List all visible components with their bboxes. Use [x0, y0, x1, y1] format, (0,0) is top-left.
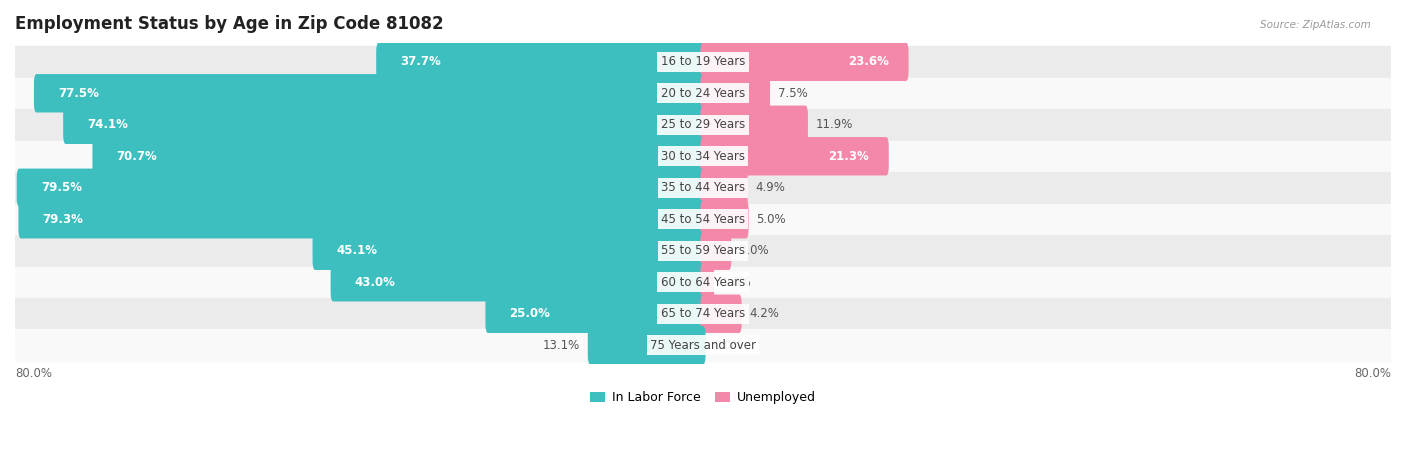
Text: 5.0%: 5.0% — [756, 213, 786, 226]
FancyBboxPatch shape — [700, 106, 808, 144]
Text: 11.9%: 11.9% — [815, 118, 853, 131]
Bar — [0, 235, 1406, 267]
Text: Employment Status by Age in Zip Code 81082: Employment Status by Age in Zip Code 810… — [15, 15, 444, 33]
FancyBboxPatch shape — [93, 137, 706, 175]
Text: 74.1%: 74.1% — [87, 118, 128, 131]
Text: 7.5%: 7.5% — [778, 87, 807, 100]
Text: 80.0%: 80.0% — [15, 367, 52, 380]
Text: 80.0%: 80.0% — [1354, 367, 1391, 380]
FancyBboxPatch shape — [18, 200, 706, 239]
Text: 70.7%: 70.7% — [117, 150, 157, 163]
Text: 79.3%: 79.3% — [42, 213, 83, 226]
FancyBboxPatch shape — [588, 326, 706, 364]
Text: 30 to 34 Years: 30 to 34 Years — [661, 150, 745, 163]
Text: 75 Years and over: 75 Years and over — [650, 339, 756, 352]
Text: 25.0%: 25.0% — [509, 307, 550, 320]
Text: 55 to 59 Years: 55 to 59 Years — [661, 244, 745, 257]
Text: 25 to 29 Years: 25 to 29 Years — [661, 118, 745, 131]
FancyBboxPatch shape — [17, 169, 706, 207]
Text: 20 to 24 Years: 20 to 24 Years — [661, 87, 745, 100]
Legend: In Labor Force, Unemployed: In Labor Force, Unemployed — [585, 387, 821, 410]
FancyBboxPatch shape — [312, 231, 706, 270]
Text: 43.0%: 43.0% — [354, 276, 395, 289]
FancyBboxPatch shape — [700, 169, 748, 207]
Text: 35 to 44 Years: 35 to 44 Years — [661, 181, 745, 194]
Text: 4.2%: 4.2% — [749, 307, 779, 320]
FancyBboxPatch shape — [63, 106, 706, 144]
Text: 79.5%: 79.5% — [41, 181, 82, 194]
Bar — [0, 46, 1406, 78]
FancyBboxPatch shape — [330, 263, 706, 301]
Text: 21.3%: 21.3% — [828, 150, 869, 163]
Bar — [0, 172, 1406, 203]
FancyBboxPatch shape — [700, 263, 714, 301]
FancyBboxPatch shape — [700, 200, 748, 239]
Bar — [0, 78, 1406, 109]
Bar — [0, 298, 1406, 330]
Bar — [0, 109, 1406, 141]
Text: 1.0%: 1.0% — [721, 276, 752, 289]
Text: 60 to 64 Years: 60 to 64 Years — [661, 276, 745, 289]
Text: 13.1%: 13.1% — [543, 339, 581, 352]
Text: 16 to 19 Years: 16 to 19 Years — [661, 55, 745, 68]
Text: 37.7%: 37.7% — [401, 55, 441, 68]
FancyBboxPatch shape — [700, 137, 889, 175]
Text: 0.0%: 0.0% — [713, 339, 742, 352]
FancyBboxPatch shape — [485, 295, 706, 333]
Bar — [0, 330, 1406, 361]
Bar — [0, 141, 1406, 172]
Text: 65 to 74 Years: 65 to 74 Years — [661, 307, 745, 320]
Text: 3.0%: 3.0% — [740, 244, 769, 257]
FancyBboxPatch shape — [700, 42, 908, 81]
FancyBboxPatch shape — [700, 231, 731, 270]
FancyBboxPatch shape — [377, 42, 706, 81]
Text: 4.9%: 4.9% — [755, 181, 786, 194]
Text: 23.6%: 23.6% — [848, 55, 889, 68]
Text: 45 to 54 Years: 45 to 54 Years — [661, 213, 745, 226]
Text: 77.5%: 77.5% — [58, 87, 98, 100]
FancyBboxPatch shape — [700, 295, 742, 333]
FancyBboxPatch shape — [700, 74, 770, 112]
Bar — [0, 203, 1406, 235]
Text: 45.1%: 45.1% — [336, 244, 378, 257]
FancyBboxPatch shape — [34, 74, 706, 112]
Text: Source: ZipAtlas.com: Source: ZipAtlas.com — [1260, 20, 1371, 30]
Bar — [0, 267, 1406, 298]
